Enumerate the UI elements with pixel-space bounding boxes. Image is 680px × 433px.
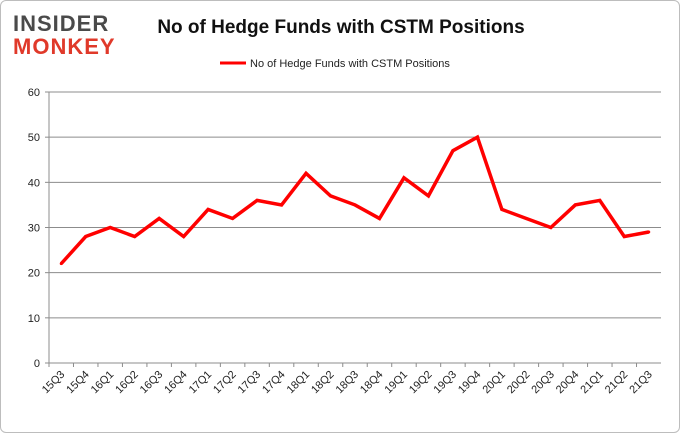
data-point bbox=[475, 135, 479, 139]
legend-label: No of Hedge Funds with CSTM Positions bbox=[250, 58, 450, 70]
x-tick-label: 16Q4 bbox=[162, 369, 190, 397]
data-point bbox=[353, 203, 357, 207]
logo-line1: INSIDER bbox=[13, 11, 109, 36]
data-point bbox=[524, 216, 528, 220]
data-point bbox=[573, 203, 577, 207]
x-tick-label: 18Q1 bbox=[285, 369, 313, 397]
data-point bbox=[84, 235, 88, 239]
data-point bbox=[304, 171, 308, 175]
data-point bbox=[329, 194, 333, 198]
data-point bbox=[377, 216, 381, 220]
data-point bbox=[426, 194, 430, 198]
x-tick-label: 19Q4 bbox=[456, 369, 484, 397]
y-tick-label: 60 bbox=[28, 87, 40, 99]
x-tick-label: 20Q4 bbox=[554, 369, 582, 397]
x-tick-label: 20Q2 bbox=[505, 369, 533, 397]
series-line bbox=[59, 134, 650, 265]
logo-line2: MONKEY bbox=[13, 34, 116, 59]
data-point bbox=[647, 230, 651, 234]
data-point bbox=[451, 149, 455, 153]
x-tick-label: 18Q4 bbox=[358, 369, 386, 397]
insider-monkey-logo: INSIDER MONKEY bbox=[11, 9, 129, 59]
x-tick-label: 17Q1 bbox=[187, 369, 215, 397]
x-tick-label: 20Q3 bbox=[529, 369, 557, 397]
data-point bbox=[206, 207, 210, 211]
x-tick-label: 19Q3 bbox=[432, 369, 460, 397]
data-point bbox=[500, 207, 504, 211]
data-point bbox=[402, 176, 406, 180]
x-tick-label: 21Q2 bbox=[603, 369, 631, 397]
data-point bbox=[255, 198, 259, 202]
y-tick-label: 40 bbox=[28, 177, 40, 189]
x-tick-label: 15Q4 bbox=[64, 369, 92, 397]
data-point bbox=[280, 203, 284, 207]
data-point bbox=[622, 235, 626, 239]
x-tick-label: 15Q3 bbox=[40, 369, 68, 397]
data-point bbox=[231, 216, 235, 220]
data-point bbox=[133, 235, 137, 239]
data-point bbox=[549, 226, 553, 229]
chart-title: No of Hedge Funds with CSTM Positions bbox=[157, 17, 525, 38]
x-tick-label: 17Q4 bbox=[260, 369, 288, 397]
data-point bbox=[182, 235, 186, 239]
x-tick-label: 16Q1 bbox=[89, 369, 117, 397]
x-tick-label: 19Q1 bbox=[383, 369, 411, 397]
x-tick-label: 21Q1 bbox=[578, 369, 606, 397]
x-tick-label: 19Q2 bbox=[407, 369, 435, 397]
data-point bbox=[598, 198, 602, 202]
y-tick-label: 0 bbox=[34, 358, 40, 370]
x-tick-label: 18Q2 bbox=[309, 369, 337, 397]
legend: No of Hedge Funds with CSTM Positions bbox=[220, 58, 450, 70]
x-tick-label: 17Q2 bbox=[211, 369, 239, 397]
y-tick-label: 50 bbox=[28, 132, 40, 144]
data-point bbox=[108, 226, 112, 229]
x-tick-label: 17Q3 bbox=[236, 369, 264, 397]
y-tick-label: 20 bbox=[28, 268, 40, 280]
x-tick-label: 16Q3 bbox=[138, 369, 166, 397]
y-tick-label: 10 bbox=[28, 313, 40, 325]
data-point bbox=[59, 262, 63, 266]
x-tick-label: 16Q2 bbox=[113, 369, 141, 397]
y-tick-label: 30 bbox=[28, 223, 40, 235]
x-tick-label: 20Q1 bbox=[480, 369, 508, 397]
x-tick-label: 21Q3 bbox=[627, 369, 655, 397]
data-point bbox=[157, 216, 161, 220]
x-tick-label: 18Q3 bbox=[334, 369, 362, 397]
